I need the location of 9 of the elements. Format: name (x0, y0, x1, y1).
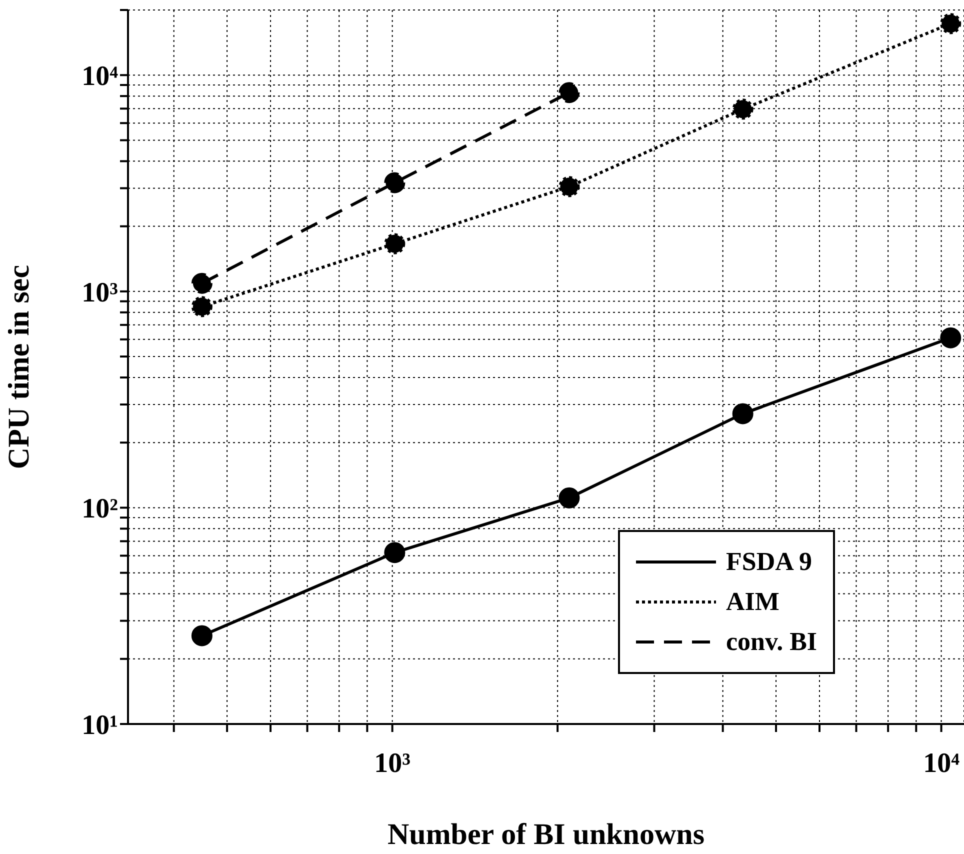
x-axis-title: Number of BI unknowns (387, 818, 705, 851)
y-tick-label: 10⁴ (82, 61, 119, 92)
legend-label: AIM (726, 587, 780, 617)
y-tick-label: 10² (82, 494, 118, 525)
legend-label: FSDA 9 (726, 547, 812, 577)
legend-label: conv. BI (726, 627, 818, 657)
y-tick-label: 10¹ (82, 710, 118, 741)
y-tick-label: 10³ (82, 277, 118, 308)
y-axis-title: CPU time in sec (2, 264, 36, 470)
